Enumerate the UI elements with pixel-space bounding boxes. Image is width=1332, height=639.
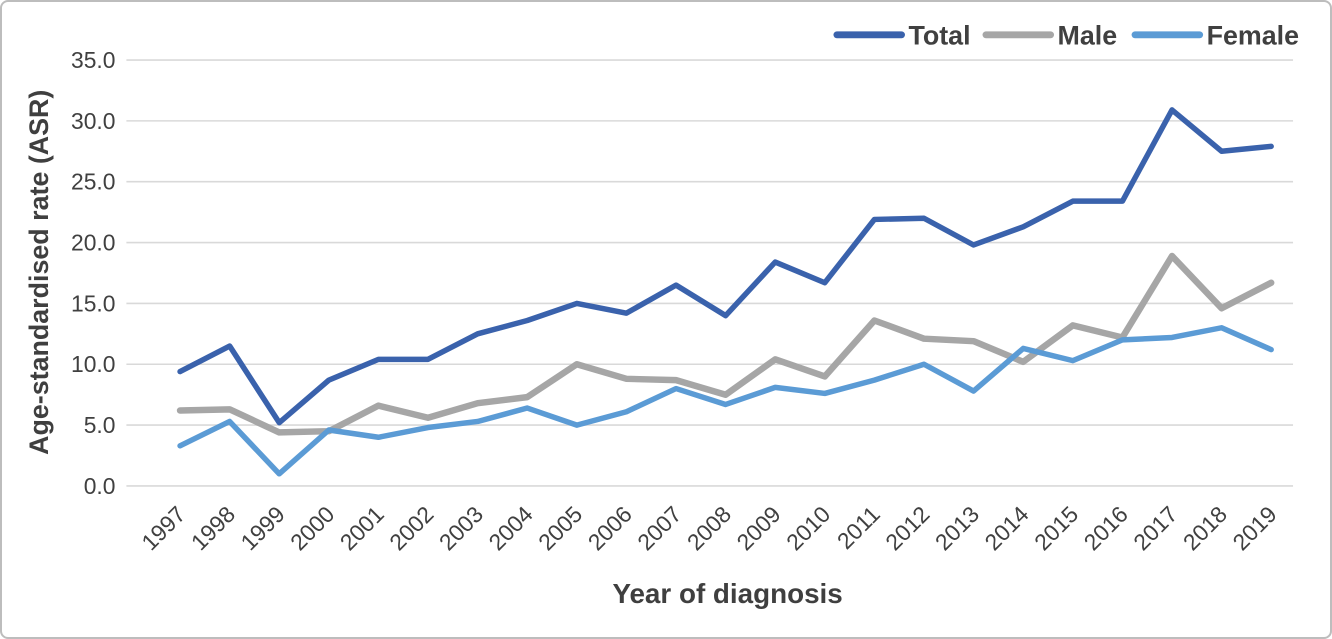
y-tick-label: 15.0	[71, 290, 115, 316]
legend-label-total: Total	[908, 21, 970, 51]
legend: Total Male Female	[833, 21, 1299, 51]
x-tick-label: 2017	[1128, 501, 1182, 555]
x-tick-label: 2010	[781, 501, 835, 555]
y-tick-label: 25.0	[71, 169, 115, 195]
x-tick-label: 1999	[235, 501, 289, 555]
x-axis-title: Year of diagnosis	[612, 578, 842, 609]
y-tick-label: 10.0	[71, 351, 115, 377]
x-tick-label: 2001	[335, 501, 389, 555]
x-tick-label: 2013	[930, 501, 984, 555]
x-tick-label: 2018	[1178, 501, 1232, 555]
x-tick-label: 2000	[285, 501, 339, 555]
x-tick-label: 2006	[583, 501, 637, 555]
gridlines	[126, 59, 1294, 487]
legend-item-total: Total	[833, 21, 971, 51]
y-tick-label: 0.0	[84, 473, 116, 499]
legend-item-male: Male	[982, 21, 1118, 51]
y-tick-label: 5.0	[84, 412, 116, 438]
series-lines	[176, 107, 1275, 477]
x-tick-label: 2012	[880, 501, 934, 555]
y-tick-label: 30.0	[71, 108, 115, 134]
x-tick-label: 1998	[186, 501, 240, 555]
x-tick-label: 2009	[731, 501, 785, 555]
x-tick-label: 2016	[1079, 501, 1133, 555]
y-axis-tick-labels: 0.0 5.0 10.0 15.0 20.0 25.0 30.0 35.0	[71, 47, 115, 499]
y-tick-label: 20.0	[71, 230, 115, 256]
legend-label-female: Female	[1207, 21, 1299, 51]
y-tick-label: 35.0	[71, 47, 115, 73]
x-tick-label: 2011	[832, 501, 885, 554]
x-tick-label: 2003	[434, 501, 488, 555]
x-tick-label: 2019	[1227, 501, 1281, 555]
x-tick-label: 2014	[979, 501, 1034, 556]
x-tick-label: 2002	[384, 501, 438, 555]
x-tick-label: 2015	[1029, 501, 1083, 555]
legend-label-male: Male	[1058, 21, 1118, 51]
x-axis-tick-labels: 1997199819992000200120022003200420052006…	[136, 501, 1281, 556]
x-tick-label: 1997	[136, 501, 190, 555]
series-line-total	[177, 107, 1274, 426]
series-line-male	[176, 252, 1275, 436]
y-axis-title: Age-standardised rate (ASR)	[24, 90, 54, 455]
x-tick-label: 2004	[483, 501, 538, 556]
series-line-female	[177, 325, 1274, 477]
x-tick-label: 2008	[682, 501, 736, 555]
x-tick-label: 2007	[632, 501, 686, 555]
legend-item-female: Female	[1131, 21, 1299, 51]
x-tick-label: 2005	[533, 501, 587, 555]
